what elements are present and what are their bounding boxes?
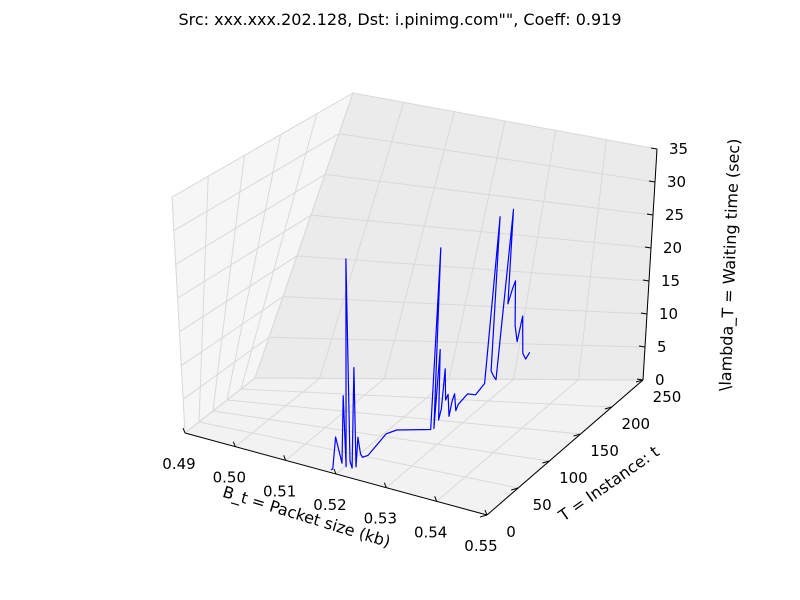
x-grid-floor (386, 378, 514, 489)
x-tick (383, 482, 387, 488)
y-grid-left (254, 92, 354, 379)
z-tick (636, 378, 644, 381)
z-tick-label: 10 (659, 305, 678, 323)
z-grid-back (268, 336, 646, 348)
tick-labels: 0.490.500.510.520.530.540.55050100150200… (162, 140, 688, 555)
y-tick-label: 200 (621, 415, 650, 433)
z-tick (642, 279, 650, 282)
z-tick-label: 25 (665, 206, 684, 224)
tick-marks (182, 147, 658, 518)
y-grid-floor (226, 399, 581, 435)
y-axis-line (486, 379, 644, 516)
x-tick-label: 0.53 (364, 510, 397, 528)
y-tick (635, 379, 644, 383)
z-grid-back (352, 92, 658, 150)
y-grid-left (171, 196, 186, 434)
grid-lines (171, 92, 658, 516)
y-grid-left (226, 134, 282, 401)
x-tick-label: 0.54 (414, 523, 447, 541)
axis-panes (171, 92, 658, 516)
z-grid-left (177, 214, 312, 299)
x-grid-back (319, 102, 405, 379)
z-grid-back (324, 173, 654, 216)
x-grid-back (513, 130, 557, 380)
z-tick (640, 312, 648, 315)
z-grid-left (181, 296, 284, 366)
y-tick (542, 460, 550, 464)
z-axis-label: \lambda_T = Waiting time (sec) (716, 138, 745, 391)
y-grid-floor (212, 410, 550, 462)
x-grid-floor (235, 377, 320, 448)
z-tick-label: 35 (669, 140, 688, 158)
y-grid-left (212, 155, 245, 412)
series-line-0 (330, 208, 531, 471)
y-tick-label: 250 (653, 388, 682, 406)
z-grid-left (179, 255, 298, 333)
y-grid-left (198, 176, 209, 423)
y-tick-label: 0 (506, 523, 516, 541)
x-tick (484, 509, 488, 516)
z-grid-back (254, 377, 644, 381)
y-tick-label: 150 (590, 442, 619, 460)
x-grid-back (448, 120, 506, 380)
x-tick-label: 0.51 (263, 482, 296, 500)
z-grid-back (310, 214, 652, 249)
x-grid-floor (335, 378, 450, 475)
z-grid-back (338, 133, 656, 183)
x-grid-back (383, 111, 455, 379)
chart-title: Src: xxx.xxx.202.128, Dst: i.pinimg.com"… (178, 10, 621, 29)
z-grid-left (175, 174, 326, 265)
x-tick-label: 0.49 (162, 455, 195, 473)
x-tick (232, 441, 236, 447)
y-tick (604, 406, 612, 410)
y-grid-floor (240, 388, 612, 408)
x-tick (283, 455, 287, 461)
x-grid-floor (285, 378, 385, 461)
z-grid-back (282, 296, 648, 315)
z-grid-left (182, 336, 270, 400)
x-tick-label: 0.52 (313, 496, 346, 514)
z-tick-label: 0 (655, 371, 665, 389)
x-tick-label: 0.50 (213, 469, 246, 487)
y-tick-label: 100 (559, 469, 588, 487)
z-tick (648, 180, 656, 183)
z-grid-left (171, 92, 354, 198)
x-tick (333, 468, 337, 475)
x-grid-back (577, 139, 607, 380)
z-tick-label: 30 (667, 173, 686, 191)
z-tick (646, 213, 654, 216)
z-tick-label: 20 (663, 239, 682, 257)
x-tick (182, 427, 186, 434)
z-tick (650, 147, 658, 150)
x-tick (434, 496, 438, 502)
z-grid-left (184, 377, 256, 434)
z-grid-back (296, 255, 650, 282)
y-tick-label: 50 (533, 496, 552, 514)
y-grid-floor (198, 421, 519, 489)
x-grid-floor (436, 379, 579, 502)
y-tick (511, 487, 519, 491)
data-series (330, 208, 531, 471)
z-tick (644, 246, 652, 249)
x-tick-label: 0.55 (464, 537, 497, 555)
y-tick (573, 433, 581, 437)
z-tick-label: 15 (661, 272, 680, 290)
z-grid-left (173, 133, 340, 232)
z-tick (638, 345, 646, 348)
y-tick (479, 514, 488, 518)
z-tick-label: 5 (657, 338, 667, 356)
z-axis-line (642, 148, 658, 381)
y-grid-left (240, 113, 318, 390)
